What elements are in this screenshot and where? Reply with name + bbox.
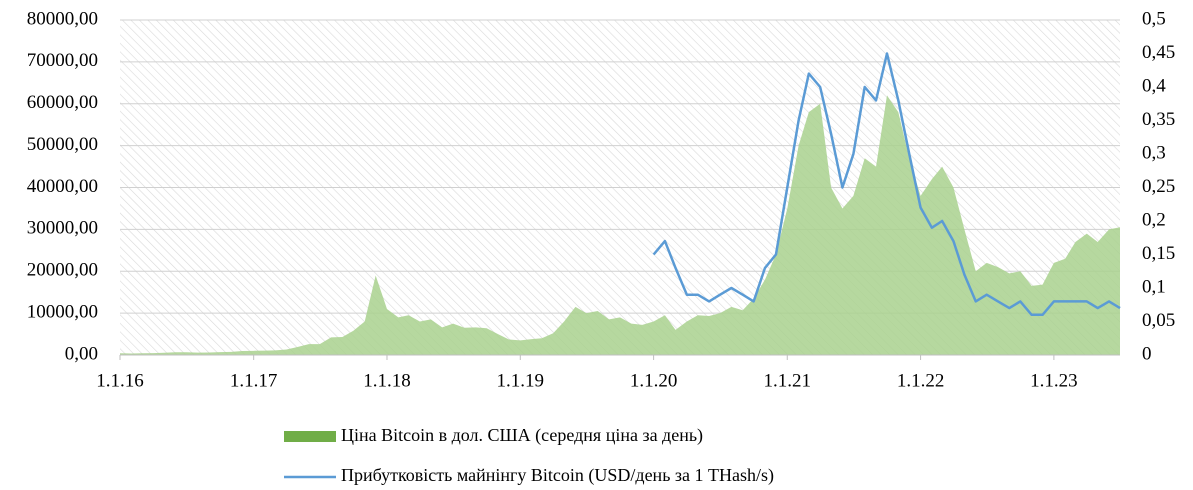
y2-tick-label: 0,1: [1142, 276, 1166, 297]
y-tick-label: 80000,00: [27, 8, 98, 29]
y2-tick-label: 0,4: [1142, 75, 1166, 96]
legend-swatch: [284, 431, 336, 442]
y-tick-label: 60000,00: [27, 92, 98, 113]
x-tick-label: 1.1.16: [96, 370, 144, 391]
y-tick-label: 40000,00: [27, 176, 98, 197]
y2-tick-label: 0,45: [1142, 42, 1175, 63]
profitability-line: [652, 52, 1121, 317]
y2-tick-label: 0,3: [1142, 142, 1166, 163]
x-tick-label: 1.1.21: [764, 370, 812, 391]
x-tick-label: 1.1.18: [363, 370, 411, 391]
y2-tick-label: 0: [1142, 343, 1152, 364]
y2-tick-label: 0,2: [1142, 209, 1166, 230]
x-tick-label: 1.1.22: [897, 370, 945, 391]
legend-label: Прибутковість майнінгу Bitcoin (USD/день…: [341, 465, 774, 486]
price-area: [120, 95, 1120, 355]
y2-tick-label: 0,35: [1142, 109, 1175, 130]
y-tick-label: 50000,00: [27, 134, 98, 155]
x-tick-label: 1.1.20: [630, 370, 678, 391]
y-tick-label: 20000,00: [27, 260, 98, 281]
y-tick-label: 30000,00: [27, 218, 98, 239]
y2-tick-label: 0,15: [1142, 243, 1175, 264]
y2-tick-label: 0,05: [1142, 310, 1175, 331]
y-tick-label: 0,00: [65, 343, 98, 364]
y2-tick-label: 0,25: [1142, 176, 1175, 197]
x-tick-label: 1.1.19: [497, 370, 545, 391]
x-tick-label: 1.1.23: [1030, 370, 1078, 391]
y2-tick-label: 0,5: [1142, 8, 1166, 29]
y-tick-label: 70000,00: [27, 50, 98, 71]
x-tick-label: 1.1.17: [230, 370, 278, 391]
y-tick-label: 10000,00: [27, 301, 98, 322]
legend-label: Ціна Bitcoin в дол. США (середня ціна за…: [341, 425, 703, 446]
